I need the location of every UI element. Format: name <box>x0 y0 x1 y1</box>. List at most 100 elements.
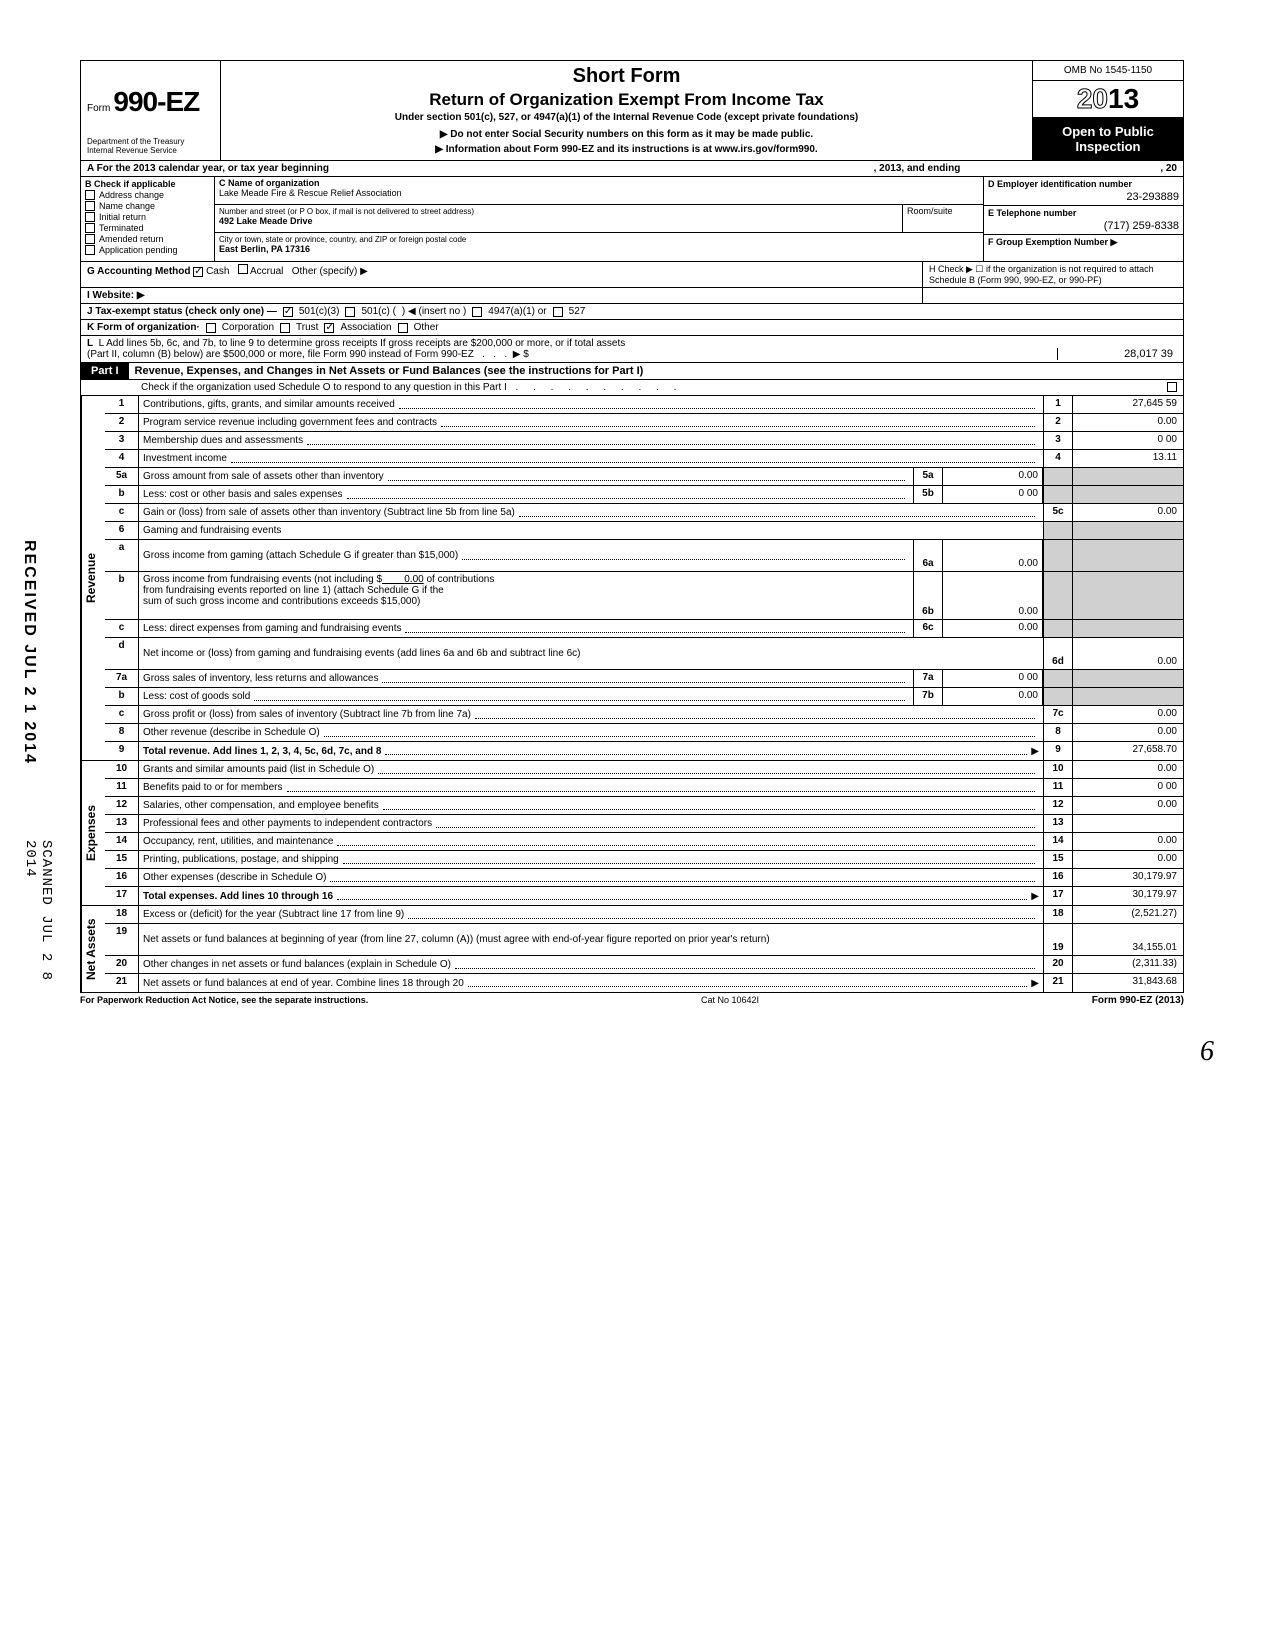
line-6d: d Net income or (loss) from gaming and f… <box>105 638 1183 670</box>
header-left: Form 990-EZ Department of the Treasury I… <box>81 61 221 160</box>
part1-header: Part I Revenue, Expenses, and Changes in… <box>80 363 1184 380</box>
c-room: Room/suite <box>903 205 983 232</box>
cb-other-org[interactable] <box>398 323 408 333</box>
cb-amended[interactable]: Amended return <box>85 234 210 244</box>
row-a-mid: , 2013, and ending <box>874 163 961 174</box>
section-b: B Check if applicable Address change Nam… <box>81 177 215 261</box>
row-l-amount: 28,017 39 <box>1057 348 1177 360</box>
line-19: 19Net assets or fund balances at beginni… <box>105 924 1183 956</box>
cb-4947[interactable] <box>472 307 482 317</box>
header-right: OMB No 1545-1150 2013 Open to Public Ins… <box>1033 61 1183 160</box>
cb-name-change[interactable]: Name change <box>85 201 210 211</box>
cb-terminated[interactable]: Terminated <box>85 223 210 233</box>
line-1: 1 Contributions, gifts, grants, and simi… <box>105 396 1183 414</box>
row-l: L L Add lines 5b, 6c, and 7b, to line 9 … <box>80 336 1184 363</box>
revenue-label: Revenue <box>81 396 105 760</box>
info-note: ▶ Information about Form 990-EZ and its … <box>229 144 1024 155</box>
phone-value: (717) 259-8338 <box>988 220 1179 232</box>
section-e: E Telephone number (717) 259-8338 <box>984 206 1183 235</box>
year-prefix: 20 <box>1077 83 1108 114</box>
line-3: 3 Membership dues and assessments 3 0 00 <box>105 432 1183 450</box>
dept-treasury: Department of the Treasury Internal Reve… <box>87 138 214 156</box>
expenses-section: Expenses 10Grants and similar amounts pa… <box>80 761 1184 906</box>
netassets-label: Net Assets <box>81 906 105 992</box>
row-i: I Website: ▶ <box>81 288 923 303</box>
cb-assoc[interactable] <box>324 323 334 333</box>
line-14: 14Occupancy, rent, utilities, and mainte… <box>105 833 1183 851</box>
part1-title: Revenue, Expenses, and Changes in Net As… <box>129 363 1183 379</box>
row-h-cont <box>923 288 1183 303</box>
c-street-row: Number and street (or P O box, if mail i… <box>215 205 983 233</box>
line-12: 12Salaries, other compensation, and empl… <box>105 797 1183 815</box>
netassets-section: Net Assets 18Excess or (deficit) for the… <box>80 906 1184 993</box>
street-value: 492 Lake Meade Drive <box>219 216 313 226</box>
row-l-text: L L Add lines 5b, 6c, and 7b, to line 9 … <box>87 338 1057 360</box>
line-6b: b Gross income from fundraising events (… <box>105 572 1183 620</box>
cb-trust[interactable] <box>280 323 290 333</box>
line-5b: b Less: cost or other basis and sales ex… <box>105 486 1183 504</box>
line-13: 13Professional fees and other payments t… <box>105 815 1183 833</box>
line-4: 4 Investment income 4 13.11 <box>105 450 1183 468</box>
form-prefix: Form <box>87 103 110 114</box>
line-6: 6 Gaming and fundraising events <box>105 522 1183 540</box>
title-return: Return of Organization Exempt From Incom… <box>229 90 1024 110</box>
section-c: C Name of organization Lake Meade Fire &… <box>215 177 983 261</box>
cb-initial-return[interactable]: Initial return <box>85 212 210 222</box>
line-7b: b Less: cost of goods sold 7b 0.00 <box>105 688 1183 706</box>
title-short-form: Short Form <box>229 65 1024 88</box>
section-f: F Group Exemption Number ▶ <box>984 235 1183 261</box>
line-6c: c Less: direct expenses from gaming and … <box>105 620 1183 638</box>
cb-527[interactable] <box>553 307 563 317</box>
expenses-label: Expenses <box>81 761 105 905</box>
row-i-wrap: I Website: ▶ <box>80 288 1184 304</box>
row-k: K Form of organization· Corporation Trus… <box>80 320 1184 336</box>
section-d: D Employer identification number 23-2938… <box>984 177 1183 206</box>
row-a-left: A For the 2013 calendar year, or tax yea… <box>87 163 329 174</box>
cb-schedule-o[interactable] <box>1167 382 1177 392</box>
line-7c: c Gross profit or (loss) from sales of i… <box>105 706 1183 724</box>
form-footer: For Paperwork Reduction Act Notice, see … <box>80 993 1184 1008</box>
line-11: 11Benefits paid to or for members110 00 <box>105 779 1183 797</box>
line-2: 2 Program service revenue including gove… <box>105 414 1183 432</box>
cb-cash[interactable] <box>193 267 203 277</box>
cb-501c[interactable] <box>345 307 355 317</box>
part1-sub: Check if the organization used Schedule … <box>80 380 1184 396</box>
line-5a: 5a Gross amount from sale of assets othe… <box>105 468 1183 486</box>
form-number: 990-EZ <box>113 86 199 117</box>
c-city: City or town, state or province, country… <box>215 233 983 261</box>
footer-mid: Cat No 10642I <box>701 995 759 1006</box>
part1-label: Part I <box>81 363 129 379</box>
header-center: Short Form Return of Organization Exempt… <box>221 61 1033 160</box>
line-21: 21Net assets or fund balances at end of … <box>105 974 1183 992</box>
row-g: G Accounting Method Cash Accrual Other (… <box>81 262 923 287</box>
tax-year: 2013 <box>1033 81 1183 118</box>
row-h: H Check ▶ ☐ if the organization is not r… <box>923 262 1183 287</box>
row-j: J Tax-exempt status (check only one) — 5… <box>80 304 1184 320</box>
omb-number: OMB No 1545-1150 <box>1033 61 1183 81</box>
line-5c: c Gain or (loss) from sale of assets oth… <box>105 504 1183 522</box>
cb-corp[interactable] <box>206 323 216 333</box>
line-10: 10Grants and similar amounts paid (list … <box>105 761 1183 779</box>
footer-left: For Paperwork Reduction Act Notice, see … <box>80 995 368 1006</box>
cb-app-pending[interactable]: Application pending <box>85 245 210 255</box>
line-20: 20Other changes in net assets or fund ba… <box>105 956 1183 974</box>
ein-value: 23-293889 <box>988 191 1179 203</box>
row-a-tax-year: A For the 2013 calendar year, or tax yea… <box>80 161 1184 177</box>
section-def: D Employer identification number 23-2938… <box>983 177 1183 261</box>
form-header: Form 990-EZ Department of the Treasury I… <box>80 60 1184 161</box>
line-16: 16Other expenses (describe in Schedule O… <box>105 869 1183 887</box>
cb-accrual[interactable] <box>238 264 248 274</box>
cb-501c3[interactable] <box>283 307 293 317</box>
netassets-body: 18Excess or (deficit) for the year (Subt… <box>105 906 1183 992</box>
c-name: C Name of organization Lake Meade Fire &… <box>215 177 983 205</box>
line-18: 18Excess or (deficit) for the year (Subt… <box>105 906 1183 924</box>
cb-address-change[interactable]: Address change <box>85 190 210 200</box>
line-17: 17Total expenses. Add lines 10 through 1… <box>105 887 1183 905</box>
year-bold: 13 <box>1108 83 1139 114</box>
page-number: 6 <box>1200 1036 1214 1068</box>
under-section: Under section 501(c), 527, or 4947(a)(1)… <box>229 112 1024 123</box>
b-title: B Check if applicable <box>85 179 210 189</box>
row-gh: G Accounting Method Cash Accrual Other (… <box>80 262 1184 288</box>
revenue-section: Revenue 1 Contributions, gifts, grants, … <box>80 396 1184 761</box>
line-9: 9 Total revenue. Add lines 1, 2, 3, 4, 5… <box>105 742 1183 760</box>
